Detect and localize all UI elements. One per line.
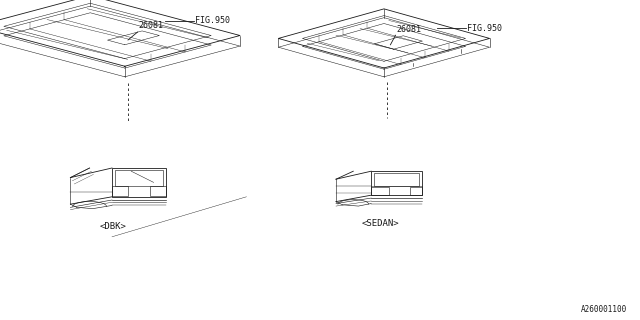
Text: A260001100: A260001100 <box>581 305 627 314</box>
Text: FIG.950: FIG.950 <box>195 16 230 25</box>
Text: 26081: 26081 <box>397 25 422 34</box>
Text: FIG.950: FIG.950 <box>467 24 502 33</box>
Text: 26081: 26081 <box>139 21 164 30</box>
Text: <DBK>: <DBK> <box>99 222 126 231</box>
Text: <SEDAN>: <SEDAN> <box>362 219 399 228</box>
